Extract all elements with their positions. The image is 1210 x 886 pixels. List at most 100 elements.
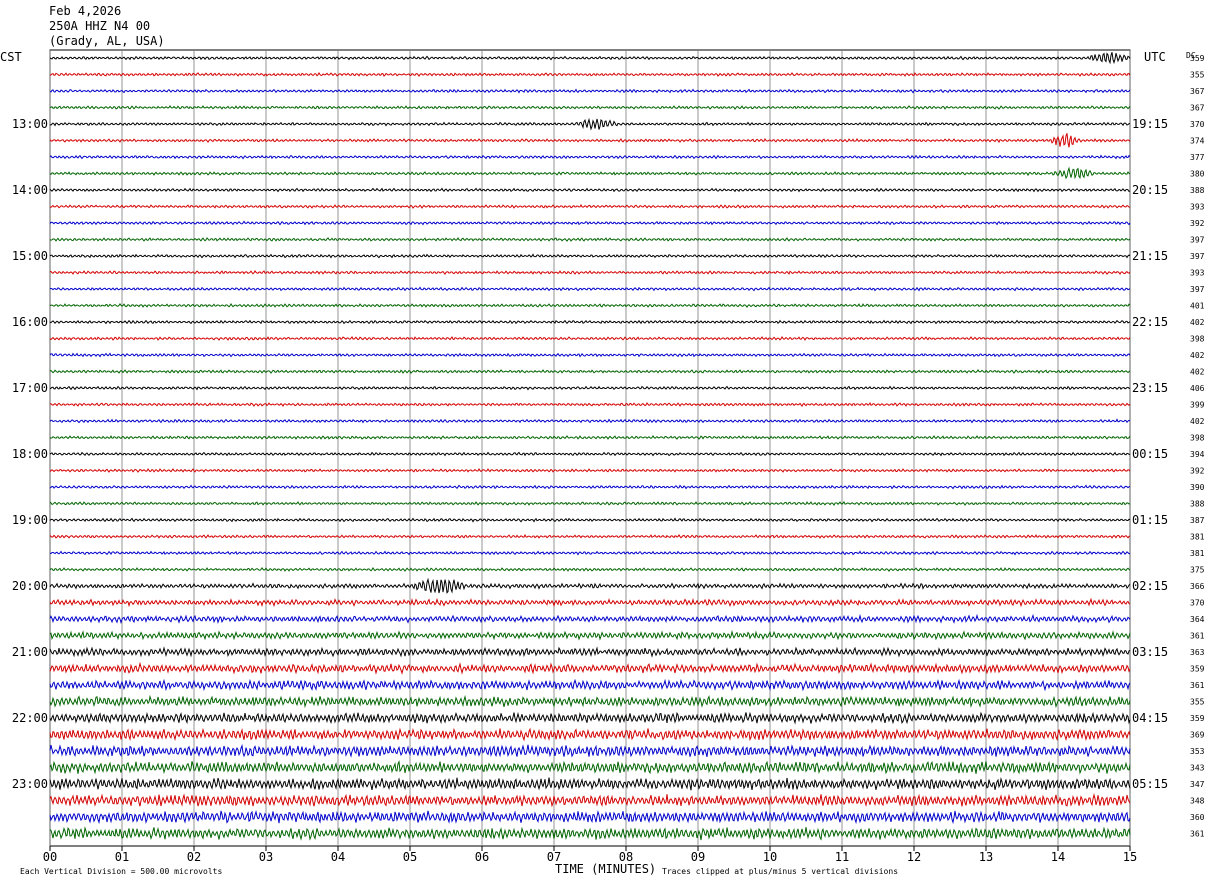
trace-row (49, 597, 1131, 608)
dc-offset-label: 360 (1190, 813, 1205, 822)
dc-offset-label: 348 (1190, 797, 1205, 806)
trace-row (49, 434, 1131, 440)
trace-row (49, 550, 1131, 556)
trace-row (49, 319, 1131, 325)
dc-offset-label: 388 (1190, 186, 1205, 195)
trace-row (49, 711, 1131, 725)
x-axis-title: TIME (MINUTES) (555, 862, 657, 876)
trace-row (49, 727, 1131, 742)
dc-offset-label: 359 (1190, 714, 1205, 723)
trace-row (49, 286, 1131, 292)
trace-row (49, 166, 1131, 180)
right-hour-label: 22:15 (1132, 315, 1168, 329)
trace-row (49, 154, 1131, 160)
dc-offset-label: 377 (1190, 153, 1205, 162)
dc-offset-label: 374 (1190, 137, 1205, 146)
dc-offset-label: 397 (1190, 236, 1205, 245)
right-hour-label: 21:15 (1132, 249, 1168, 263)
trace-row (49, 678, 1131, 692)
trace-row (49, 577, 1131, 594)
trace-row (49, 269, 1131, 276)
dc-offset-label: 402 (1190, 351, 1205, 360)
left-hour-label: 18:00 (12, 447, 48, 461)
x-tick-label: 09 (691, 850, 705, 864)
right-hour-label: 20:15 (1132, 183, 1168, 197)
dc-offset-label: 397 (1190, 285, 1205, 294)
trace-row (49, 533, 1131, 539)
dc-offset-label: 401 (1190, 302, 1205, 311)
trace-row (49, 237, 1131, 242)
trace-row (49, 661, 1131, 675)
dc-offset-label: 353 (1190, 747, 1205, 756)
left-timezone-label: CST (0, 50, 22, 64)
dc-offset-label: 359 (1190, 665, 1205, 674)
x-tick-label: 01 (115, 850, 129, 864)
trace-row (49, 484, 1131, 490)
right-hour-label: 00:15 (1132, 447, 1168, 461)
dc-offset-label: 397 (1190, 252, 1205, 261)
x-tick-label: 13 (979, 850, 993, 864)
dc-offset-label: 388 (1190, 500, 1205, 509)
dc-offset-label: 381 (1190, 533, 1205, 542)
dc-offset-label: 367 (1190, 104, 1205, 113)
dc-offset-label: 398 (1190, 335, 1205, 344)
x-tick-label: 06 (475, 850, 489, 864)
x-tick-label: 00 (43, 850, 57, 864)
right-hour-label: 23:15 (1132, 381, 1168, 395)
dc-offset-label: 380 (1190, 170, 1205, 179)
x-tick-label: 04 (331, 850, 345, 864)
dc-offset-label: 355 (1190, 71, 1205, 80)
dc-offset-label: 398 (1190, 434, 1205, 443)
plot-frame (49, 49, 1131, 847)
right-hour-label: 02:15 (1132, 579, 1168, 593)
trace-row (49, 72, 1131, 77)
trace-row (49, 203, 1131, 209)
station-code: 250A HHZ N4 00 (49, 19, 151, 33)
trace-row (49, 336, 1131, 341)
dc-offset-label: 361 (1190, 632, 1205, 641)
right-hour-label: 03:15 (1132, 645, 1168, 659)
trace-row (49, 468, 1131, 473)
trace-row (49, 629, 1131, 641)
right-hour-label: 04:15 (1132, 711, 1168, 725)
left-hour-label: 23:00 (12, 777, 48, 791)
left-hour-label: 14:00 (12, 183, 48, 197)
dc-offset-label: 367 (1190, 87, 1205, 96)
trace-row (49, 385, 1131, 391)
dc-offset-label: 402 (1190, 417, 1205, 426)
trace-row (49, 402, 1131, 408)
trace-row (49, 52, 1131, 65)
trace-row (49, 500, 1131, 507)
dc-offset-label: 370 (1190, 120, 1205, 129)
dc-offset-label: 364 (1190, 615, 1205, 624)
x-tick-label: 10 (763, 850, 777, 864)
trace-row (49, 694, 1131, 709)
trace-row (49, 104, 1131, 111)
dc-offset-label: 361 (1190, 830, 1205, 839)
trace-row (49, 117, 1131, 131)
dc-offset-label: 394 (1190, 450, 1205, 459)
dc-label: DC (1186, 51, 1196, 60)
dc-offset-label: 393 (1190, 203, 1205, 212)
dc-offset-label: 392 (1190, 219, 1205, 228)
dc-offset-label: 366 (1190, 582, 1205, 591)
dc-offset-label: 347 (1190, 780, 1205, 789)
right-hour-label: 19:15 (1132, 117, 1168, 131)
left-hour-label: 15:00 (12, 249, 48, 263)
station-location: (Grady, AL, USA) (49, 34, 165, 48)
dc-offset-label: 392 (1190, 467, 1205, 476)
dc-offset-label: 355 (1190, 698, 1205, 707)
right-hour-label: 01:15 (1132, 513, 1168, 527)
x-tick-label: 03 (259, 850, 273, 864)
dc-offset-label: 359 (1190, 54, 1205, 63)
x-tick-label: 12 (907, 850, 921, 864)
trace-row (49, 646, 1131, 658)
trace-row (49, 133, 1131, 148)
dc-offset-label: 375 (1190, 566, 1205, 575)
left-hour-label: 17:00 (12, 381, 48, 395)
dc-offset-label: 361 (1190, 681, 1205, 690)
trace-row (49, 418, 1131, 424)
left-hour-label: 13:00 (12, 117, 48, 131)
dc-offset-label: 343 (1190, 764, 1205, 773)
trace-row (49, 793, 1131, 808)
